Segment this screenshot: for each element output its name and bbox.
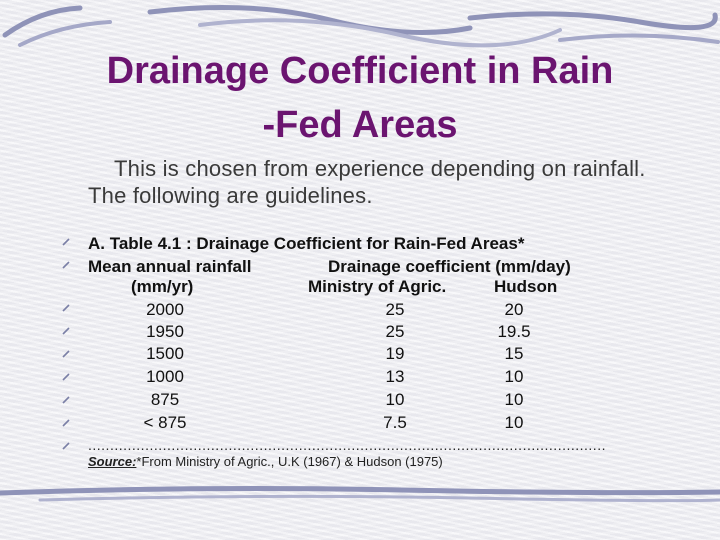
cell-hudson: 10: [504, 367, 524, 386]
bullet-icon: [62, 350, 70, 358]
table-caption: A. Table 4.1 : Drainage Coefficient for …: [88, 234, 525, 253]
bullet-icon: [62, 238, 70, 246]
intro-paragraph: This is chosen from experience depending…: [88, 156, 646, 208]
header-drainage-coefficient: Drainage coefficient (mm/day): [328, 257, 571, 276]
cell-ministry: 13: [385, 367, 405, 386]
cell-ministry: 19: [385, 344, 405, 363]
bullet-icon: [62, 327, 70, 335]
cell-ministry: 7.5: [383, 413, 407, 432]
title-line-2: -Fed Areas: [262, 104, 458, 146]
cell-rainfall: 1000: [146, 367, 184, 386]
dotted-separator: ........................................…: [88, 437, 606, 453]
header-ministry: Ministry of Agric.: [308, 277, 447, 296]
cell-hudson: 20: [504, 300, 524, 319]
bullet-icon: [62, 261, 70, 269]
cell-rainfall: 2000: [146, 300, 184, 319]
source-note: Source:*From Ministry of Agric., U.K (19…: [88, 454, 443, 469]
top-swoosh-decoration: [2, 5, 720, 48]
source-label: Source:: [88, 454, 137, 469]
header-hudson: Hudson: [494, 277, 558, 296]
cell-rainfall: 1500: [146, 344, 184, 363]
cell-rainfall: 1950: [146, 322, 184, 341]
bullet-icon: [62, 304, 70, 312]
cell-hudson: 19.5: [497, 322, 531, 341]
cell-ministry: 25: [385, 322, 405, 341]
header-units: (mm/yr): [131, 277, 194, 296]
cell-hudson: 10: [504, 390, 524, 409]
header-rainfall: Mean annual rainfall: [88, 257, 252, 276]
cell-hudson: 10: [504, 413, 524, 432]
cell-hudson: 15: [504, 344, 524, 363]
bullet-icon: [62, 442, 70, 450]
cell-ministry: 10: [385, 390, 405, 409]
source-text: *From Ministry of Agric., U.K (1967) & H…: [136, 454, 443, 469]
bottom-swoosh-decoration: [0, 486, 720, 503]
bullet-icon: [62, 419, 70, 427]
bullet-icon: [62, 396, 70, 404]
cell-rainfall: < 875: [143, 413, 187, 432]
cell-rainfall: 875: [150, 390, 180, 409]
cell-ministry: 25: [385, 300, 405, 319]
slide-title: Drainage Coefficient in Rain -Fed Areas: [40, 44, 680, 152]
title-line-1: Drainage Coefficient in Rain: [106, 50, 614, 92]
bullet-icon: [62, 373, 70, 381]
